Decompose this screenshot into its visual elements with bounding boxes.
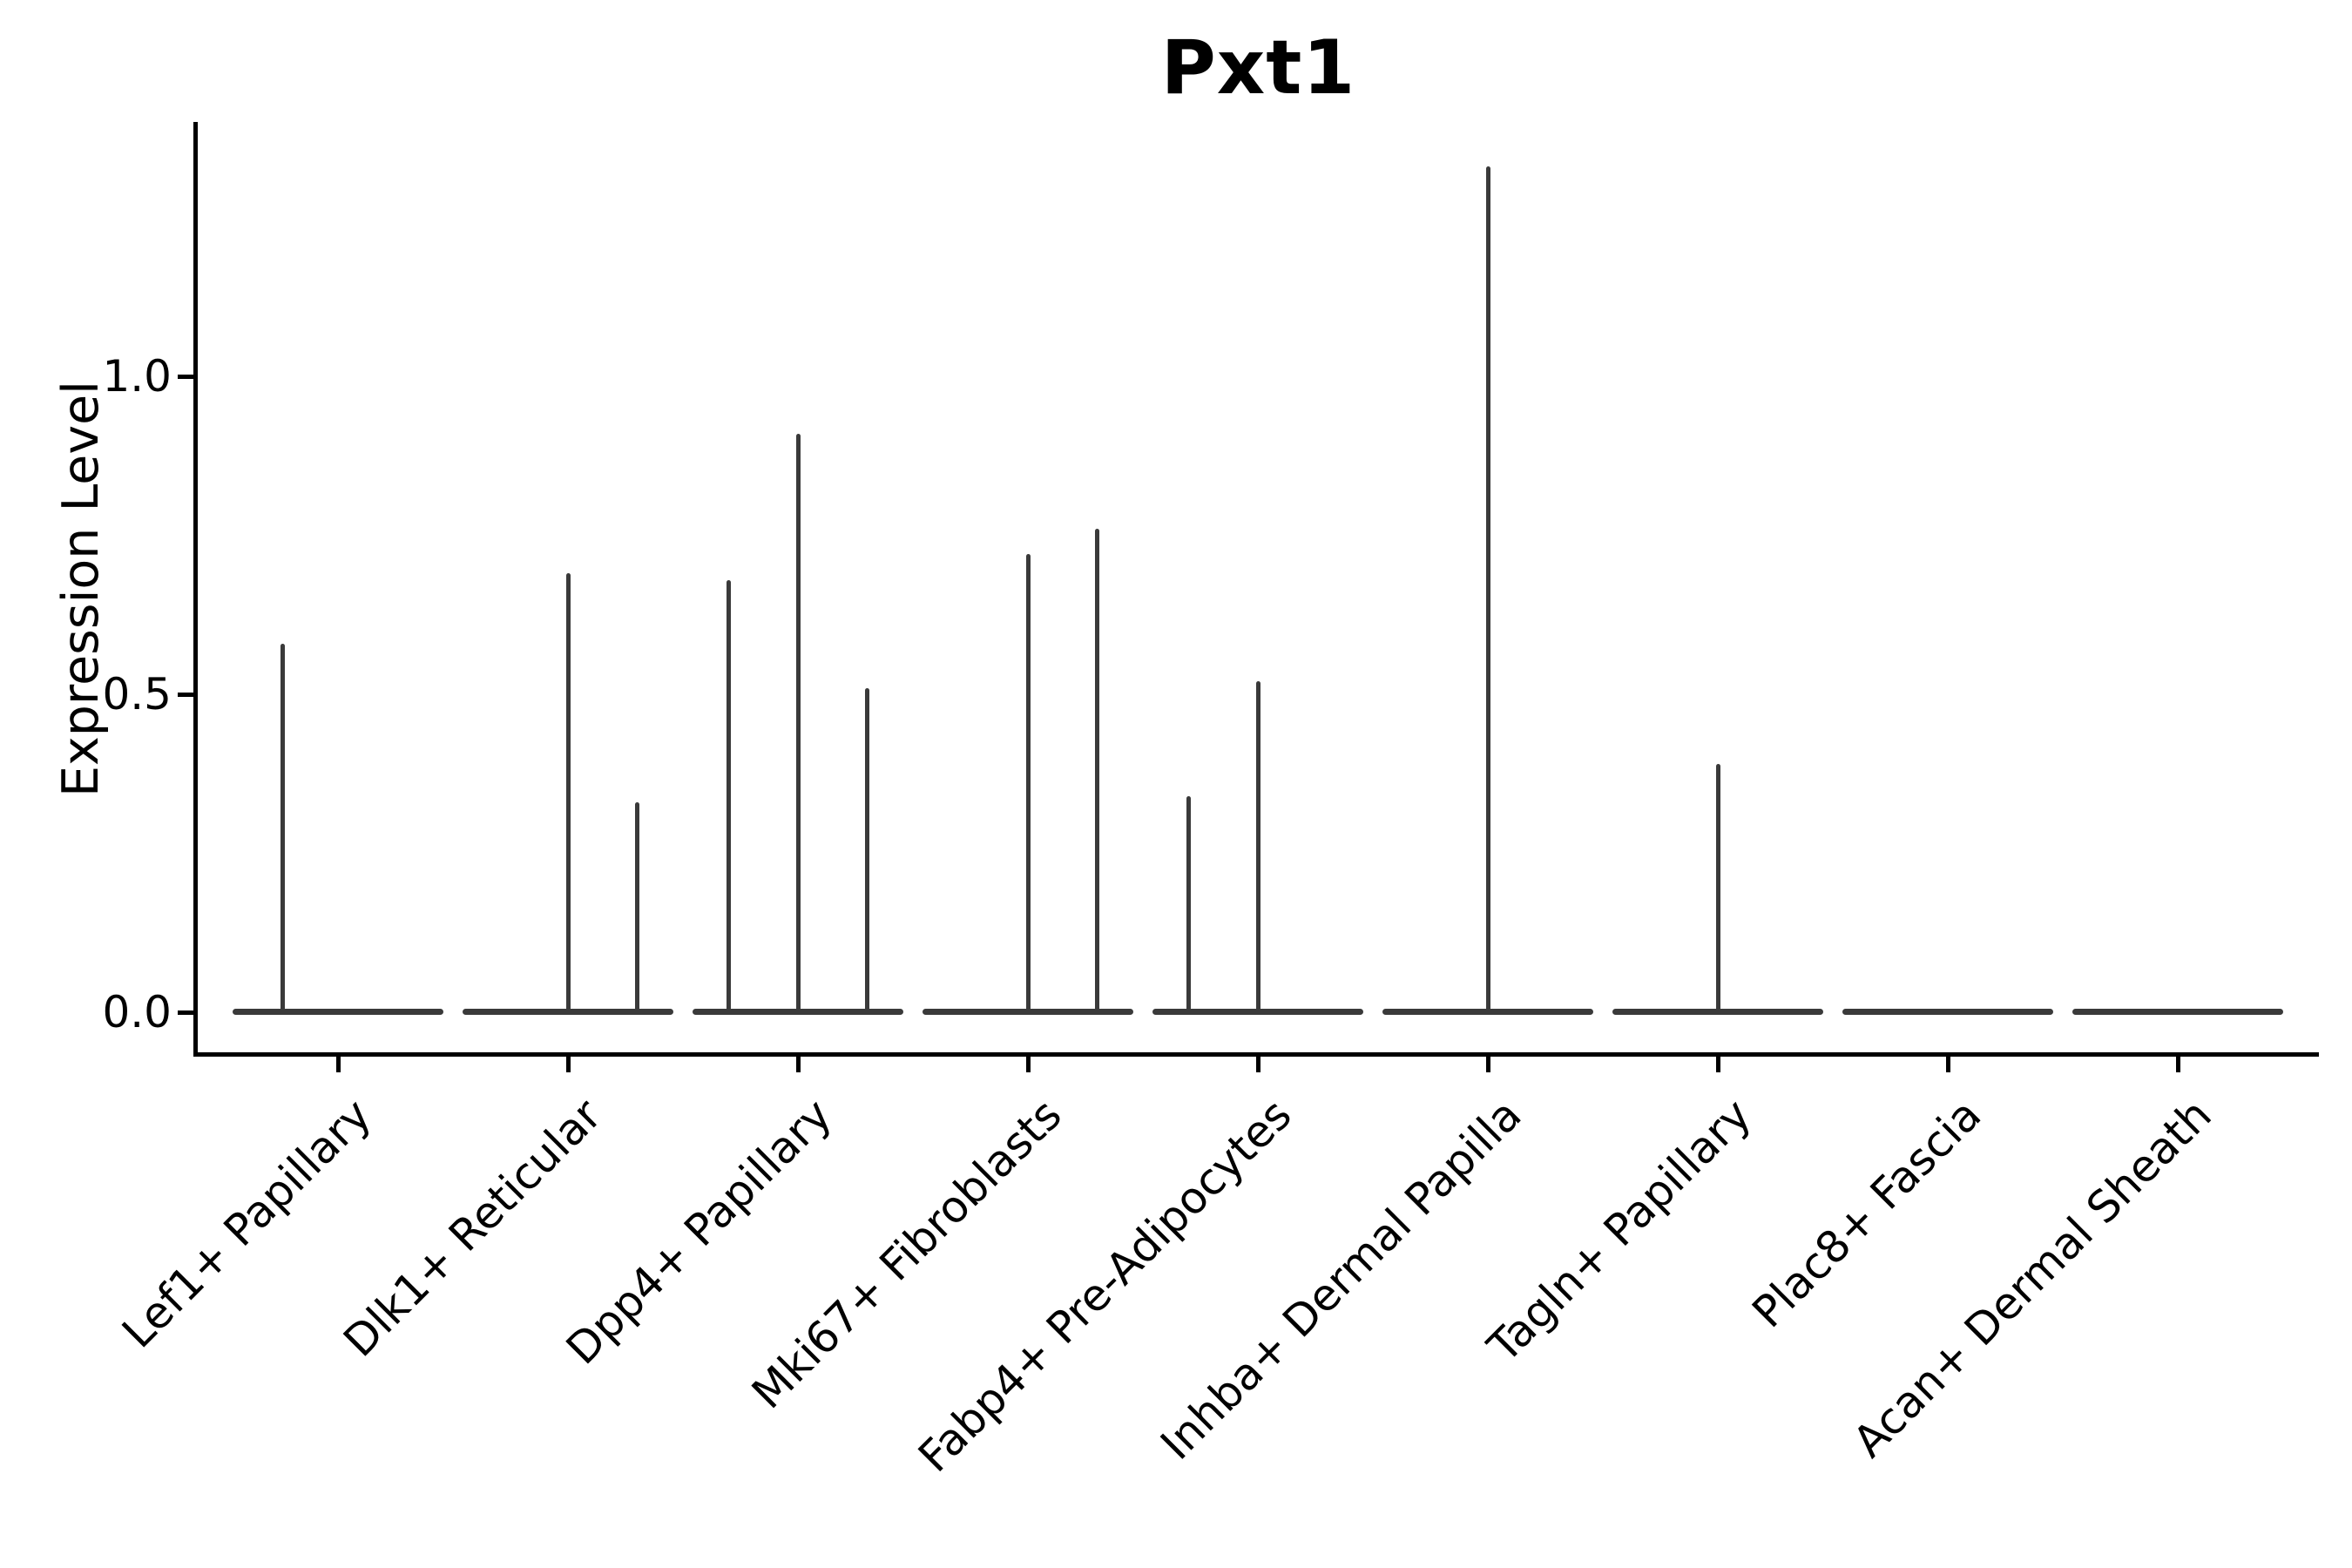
x-tick-label: Plac8+ Fascia — [1742, 1089, 1991, 1338]
y-tick-label: 0.5 — [102, 669, 172, 720]
violin-baseline — [2072, 1009, 2283, 1015]
violin-spike — [280, 643, 286, 1015]
x-tick-mark — [1026, 1057, 1031, 1072]
violin-spike — [1186, 795, 1192, 1015]
violin-baseline — [233, 1009, 443, 1015]
y-axis-spine — [193, 122, 198, 1057]
x-tick-mark — [1716, 1057, 1720, 1072]
violin-spike — [565, 573, 571, 1015]
violin-spike — [634, 802, 639, 1015]
y-tick-label: 0.0 — [102, 987, 172, 1037]
x-tick-label: Dlk1+ Reticular — [334, 1089, 612, 1367]
y-tick-label: 1.0 — [102, 351, 172, 402]
violin-baseline — [1842, 1009, 2053, 1015]
violin-spike — [1025, 554, 1031, 1015]
x-tick-mark — [566, 1057, 571, 1072]
violin-spike — [1715, 764, 1720, 1015]
x-tick-mark — [336, 1057, 341, 1072]
x-tick-mark — [1486, 1057, 1490, 1072]
x-tick-mark — [796, 1057, 801, 1072]
x-tick-label: Lef1+ Papillary — [112, 1089, 382, 1358]
y-tick-mark — [178, 375, 193, 379]
y-tick-mark — [178, 693, 193, 697]
violin-spike — [727, 579, 732, 1015]
violin-spike — [1094, 529, 1099, 1015]
y-tick-mark — [178, 1010, 193, 1015]
x-tick-mark — [1946, 1057, 1950, 1072]
violin-spike — [795, 433, 801, 1015]
x-tick-label: Fabp4+ Pre-Adipocytes — [909, 1089, 1301, 1483]
violin-spike — [1255, 681, 1260, 1015]
x-tick-mark — [1256, 1057, 1260, 1072]
x-axis-spine — [193, 1052, 2319, 1057]
violin-spike — [864, 687, 869, 1015]
chart-title: Pxt1 — [1160, 24, 1356, 112]
violin-spike — [1485, 166, 1490, 1015]
x-tick-mark — [2176, 1057, 2180, 1072]
